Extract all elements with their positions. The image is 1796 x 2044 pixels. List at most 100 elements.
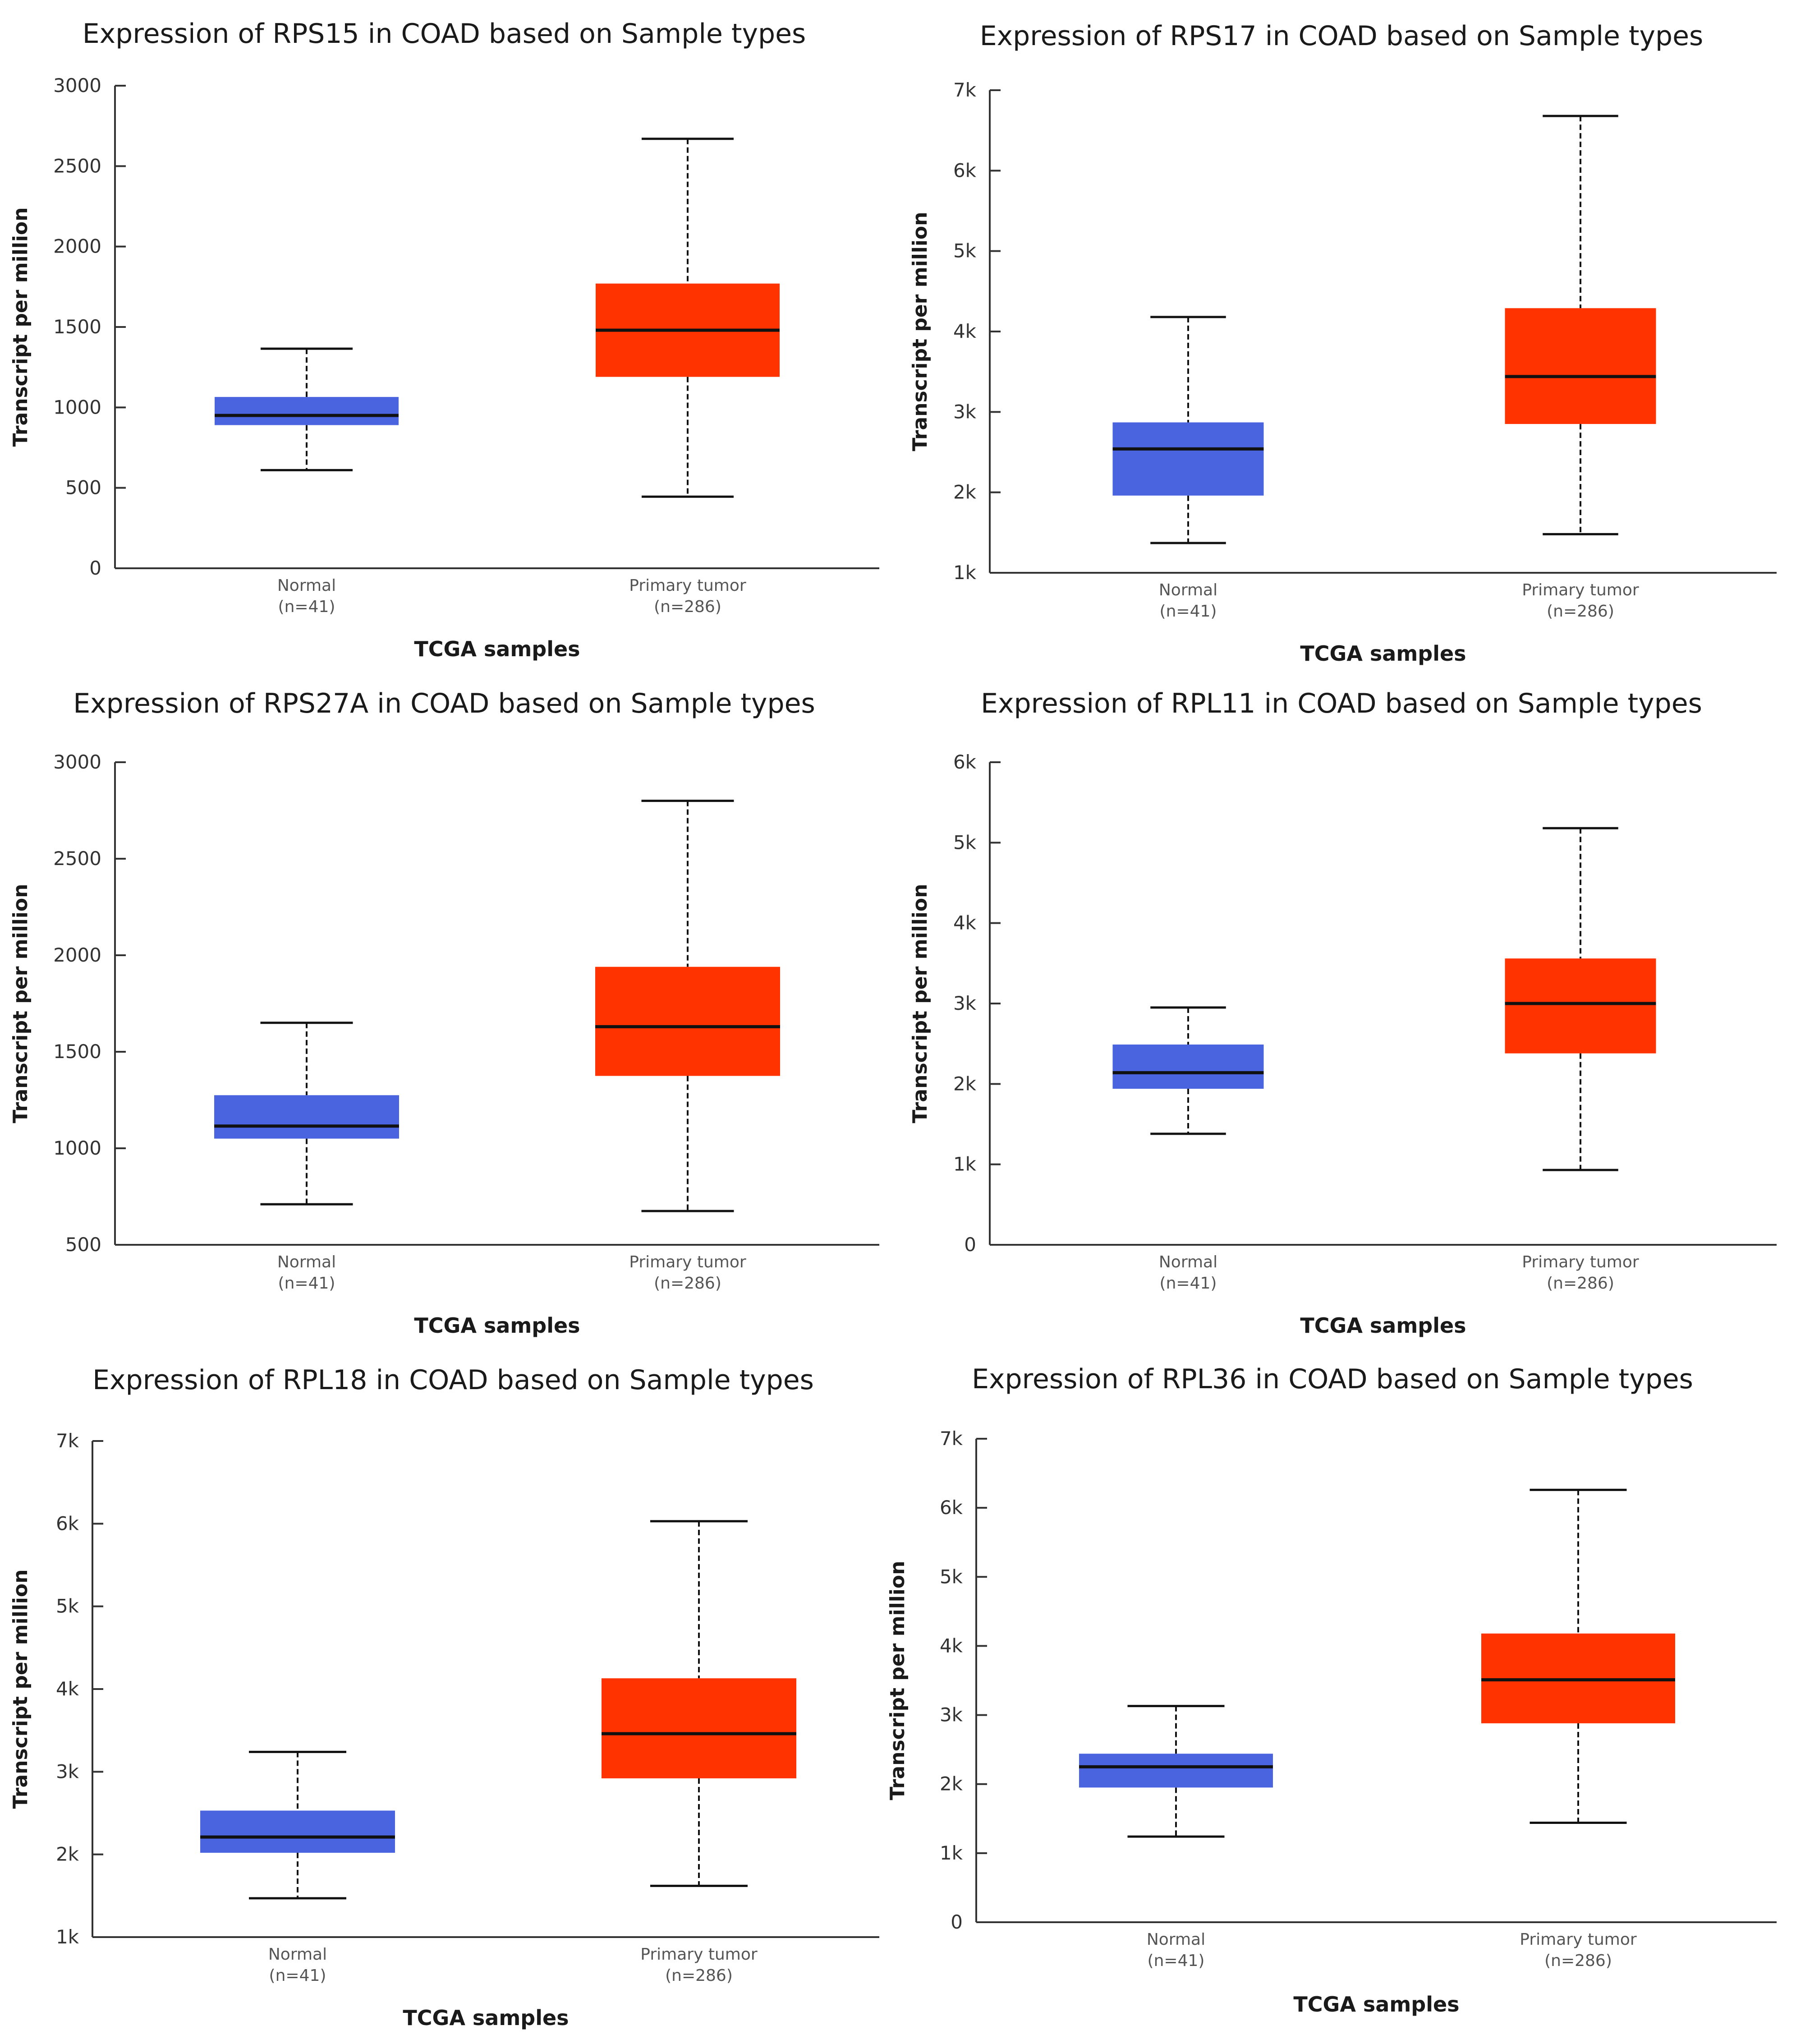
x-axis-label: TCGA samples	[1293, 1992, 1459, 2016]
box-normal	[1079, 1754, 1273, 1788]
y-tick-label: 500	[65, 477, 101, 499]
y-tick-label: 0	[951, 1911, 963, 1933]
category-label-normal: Normal	[1147, 1930, 1205, 1949]
category-label-tumor: Primary tumor	[1522, 1253, 1639, 1271]
sample-count-normal: (n=41)	[1160, 602, 1217, 621]
sample-count-tumor: (n=286)	[1544, 1952, 1612, 1970]
box-normal	[1112, 422, 1264, 496]
chart-panel-3: Expression of RPS27A in COAD based on Sa…	[9, 688, 879, 1338]
sample-count-tumor: (n=286)	[654, 1274, 721, 1293]
y-tick-label: 1k	[953, 562, 977, 584]
chart-title: Expression of RPL36 in COAD based on Sam…	[972, 1363, 1693, 1395]
chart-panel-2: Expression of RPS17 in COAD based on Sam…	[909, 20, 1777, 666]
y-tick-label: 4k	[940, 1634, 963, 1657]
sample-count-tumor: (n=286)	[665, 1966, 733, 1985]
y-tick-label: 2k	[953, 1073, 977, 1095]
sample-count-normal: (n=41)	[278, 1274, 335, 1293]
y-tick-label: 2000	[53, 944, 101, 966]
y-axis-label: Transcript per million	[886, 1561, 909, 1800]
y-tick-label: 3k	[953, 401, 977, 423]
y-tick-label: 2500	[53, 847, 101, 870]
y-tick-label: 3k	[56, 1760, 79, 1782]
y-axis-label: Transcript per million	[909, 884, 932, 1123]
y-tick-label: 0	[964, 1234, 976, 1256]
chart-title: Expression of RPL18 in COAD based on Sam…	[92, 1364, 814, 1396]
y-axis-label: Transcript per million	[9, 1570, 32, 1809]
y-axis-label: Transcript per million	[9, 207, 32, 447]
y-tick-label: 3k	[940, 1704, 963, 1726]
y-axis-label: Transcript per million	[909, 212, 932, 451]
y-tick-label: 1k	[56, 1926, 79, 1948]
x-axis-label: TCGA samples	[414, 637, 580, 661]
sample-count-normal: (n=41)	[278, 598, 335, 616]
category-label-normal: Normal	[1159, 581, 1217, 599]
y-tick-label: 3000	[53, 74, 101, 97]
x-axis-label: TCGA samples	[1300, 1313, 1466, 1338]
y-tick-label: 6k	[953, 751, 977, 773]
y-tick-label: 500	[65, 1234, 101, 1256]
y-tick-label: 5k	[953, 831, 977, 853]
category-label-tumor: Primary tumor	[640, 1945, 758, 1964]
x-axis-label: TCGA samples	[414, 1313, 580, 1338]
category-label-tumor: Primary tumor	[1520, 1930, 1637, 1949]
y-tick-label: 1k	[940, 1842, 963, 1864]
sample-count-normal: (n=41)	[1148, 1952, 1205, 1970]
y-tick-label: 1500	[53, 1040, 101, 1063]
y-tick-label: 1000	[53, 1137, 101, 1159]
sample-count-tumor: (n=286)	[1547, 602, 1614, 621]
chart-title: Expression of RPS27A in COAD based on Sa…	[73, 688, 815, 719]
y-tick-label: 7k	[56, 1430, 79, 1452]
sample-count-normal: (n=41)	[1160, 1274, 1217, 1293]
y-tick-label: 6k	[940, 1496, 963, 1519]
box-tumor	[602, 1678, 796, 1778]
chart-title: Expression of RPS17 in COAD based on Sam…	[980, 20, 1704, 52]
sample-count-tumor: (n=286)	[654, 598, 721, 616]
y-tick-label: 2k	[940, 1773, 963, 1795]
sample-count-normal: (n=41)	[269, 1966, 326, 1985]
category-label-tumor: Primary tumor	[1522, 581, 1639, 599]
y-tick-label: 1500	[53, 316, 101, 338]
y-tick-label: 7k	[940, 1427, 963, 1450]
y-tick-label: 5k	[56, 1595, 79, 1617]
y-tick-label: 1k	[953, 1153, 977, 1175]
box-tumor	[595, 967, 780, 1076]
y-tick-label: 0	[89, 557, 101, 579]
y-tick-label: 5k	[953, 240, 977, 262]
y-tick-label: 2k	[56, 1843, 79, 1865]
category-label-tumor: Primary tumor	[629, 576, 746, 595]
y-tick-label: 3000	[53, 751, 101, 773]
category-label-normal: Normal	[277, 576, 336, 595]
y-tick-label: 2000	[53, 235, 101, 258]
category-label-normal: Normal	[268, 1945, 327, 1964]
box-tumor	[1505, 958, 1656, 1054]
sample-count-tumor: (n=286)	[1547, 1274, 1614, 1293]
category-label-tumor: Primary tumor	[629, 1253, 746, 1271]
y-tick-label: 4k	[953, 912, 977, 934]
box-tumor	[1505, 308, 1656, 424]
y-tick-label: 1000	[53, 396, 101, 418]
chart-panel-4: Expression of RPL11 in COAD based on Sam…	[909, 688, 1777, 1338]
y-tick-label: 2500	[53, 155, 101, 177]
box-normal	[1112, 1044, 1264, 1089]
y-axis-label: Transcript per million	[9, 884, 32, 1123]
box-normal	[200, 1810, 395, 1853]
box-normal	[214, 1095, 399, 1139]
x-axis-label: TCGA samples	[1300, 641, 1466, 666]
chart-panel-1: Expression of RPS15 in COAD based on Sam…	[9, 18, 879, 661]
x-axis-label: TCGA samples	[403, 2006, 569, 2030]
y-tick-label: 6k	[953, 159, 977, 181]
chart-title: Expression of RPS15 in COAD based on Sam…	[83, 18, 806, 50]
y-tick-label: 5k	[940, 1565, 963, 1588]
y-tick-label: 4k	[56, 1678, 79, 1700]
category-label-normal: Normal	[1159, 1253, 1217, 1271]
category-label-normal: Normal	[277, 1253, 336, 1271]
y-tick-label: 7k	[953, 79, 977, 101]
chart-panel-6: Expression of RPL36 in COAD based on Sam…	[886, 1363, 1777, 2016]
y-tick-label: 4k	[953, 320, 977, 342]
chart-title: Expression of RPL11 in COAD based on Sam…	[981, 688, 1702, 719]
chart-panel-5: Expression of RPL18 in COAD based on Sam…	[9, 1364, 879, 2030]
y-tick-label: 3k	[953, 992, 977, 1014]
y-tick-label: 2k	[953, 481, 977, 503]
y-tick-label: 6k	[56, 1512, 79, 1534]
